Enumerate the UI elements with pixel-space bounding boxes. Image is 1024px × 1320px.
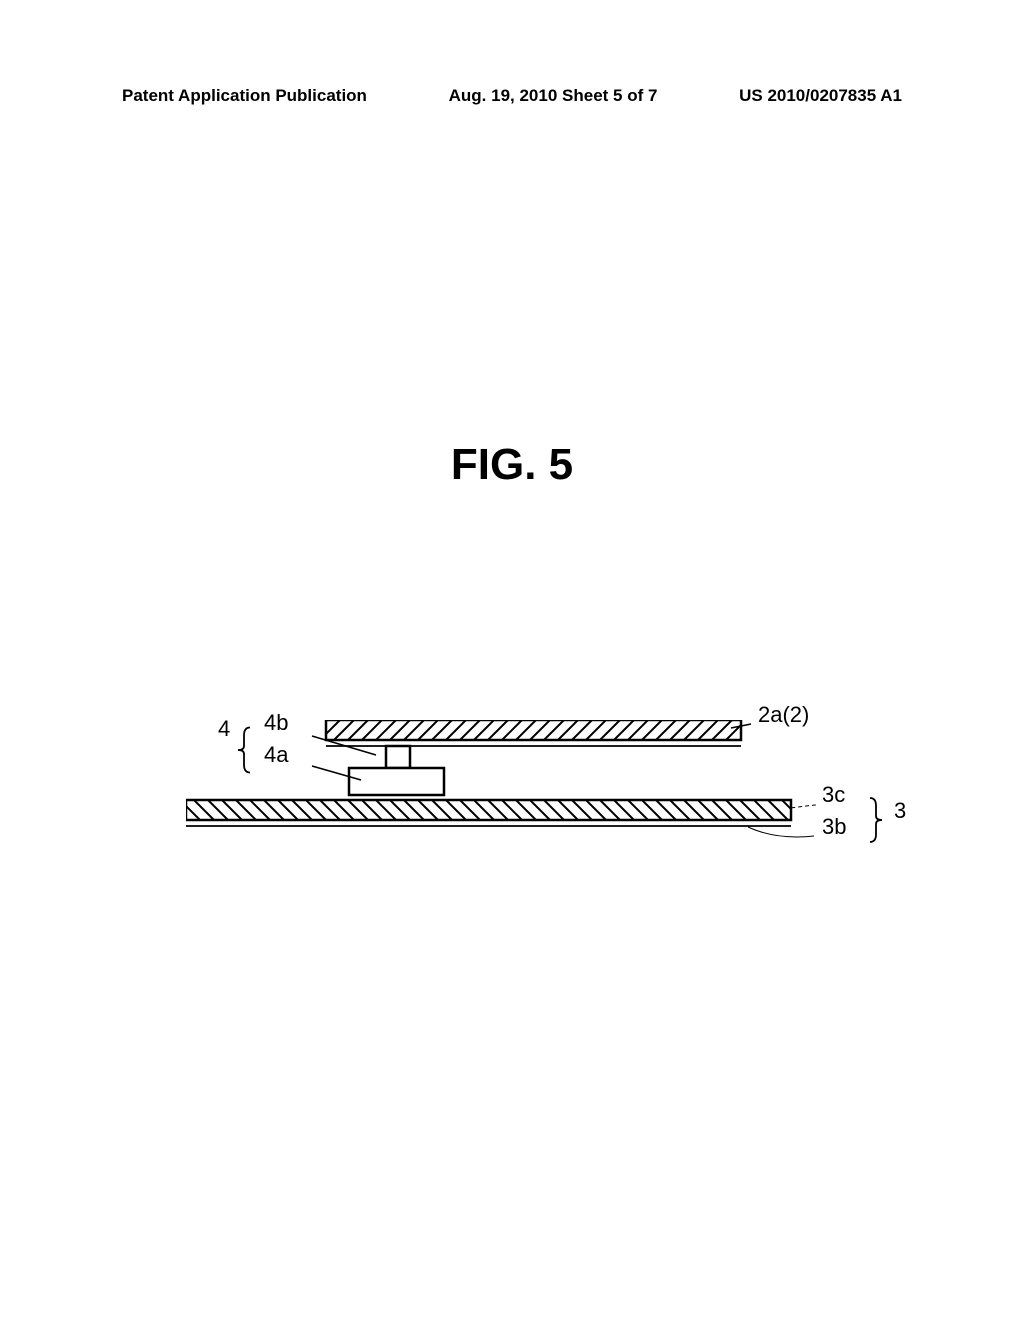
header-docnumber: US 2010/0207835 A1 [739, 86, 902, 106]
header-publication: Patent Application Publication [122, 86, 367, 106]
figure-title: FIG. 5 [0, 440, 1024, 490]
ref-label-2a2: 2a(2) [758, 702, 809, 728]
diagram-svg [186, 720, 916, 900]
ref-label-4a: 4a [264, 742, 288, 768]
figure-diagram: 4 4b 4a 2a(2) 3c 3b 3 [186, 720, 826, 900]
ref-label-3: 3 [894, 798, 906, 824]
header-date-sheet: Aug. 19, 2010 Sheet 5 of 7 [367, 86, 739, 106]
ref-label-3b: 3b [822, 814, 846, 840]
ref-label-3c: 3c [822, 782, 845, 808]
page-header: Patent Application Publication Aug. 19, … [0, 86, 1024, 106]
ref-label-4: 4 [218, 716, 230, 742]
ref-label-4b: 4b [264, 710, 288, 736]
